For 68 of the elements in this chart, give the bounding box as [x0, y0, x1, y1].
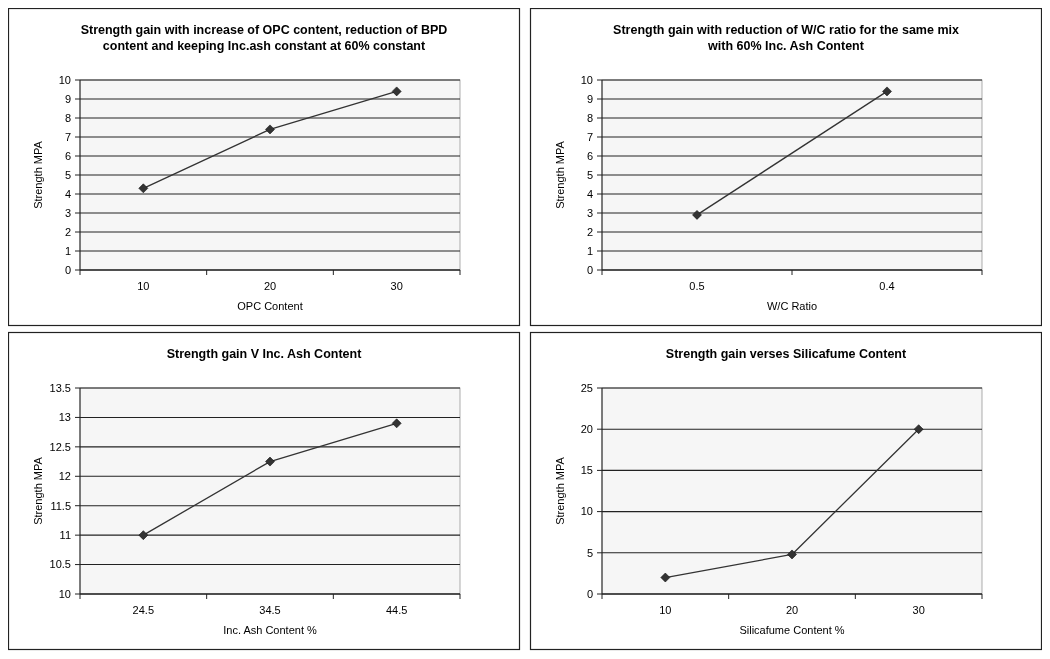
x-axis-title: OPC Content: [237, 300, 303, 312]
x-axis-title: W/C Ratio: [766, 300, 818, 312]
y-tick-label: 5: [586, 168, 593, 181]
y-tick-label: 2: [64, 225, 71, 238]
y-tick-label: 20: [580, 423, 593, 436]
x-tick-label: 10: [659, 604, 672, 616]
point: [913, 424, 924, 434]
x-tick-label: 0.5: [689, 280, 705, 292]
x-tick-label: 30: [912, 604, 925, 616]
y-axis-title: Strength MPA: [554, 140, 566, 209]
y-tick-label: 3: [64, 206, 71, 219]
y-tick-label: 6: [64, 149, 71, 162]
y-tick-label: 9: [586, 92, 593, 105]
x-axis-title: Inc. Ash Content %: [223, 624, 317, 636]
y-tick-label: 5: [586, 546, 593, 559]
y-tick-label: 0: [586, 587, 593, 600]
y-tick-label: 10: [580, 73, 593, 86]
y-tick-label: 5: [64, 168, 71, 181]
y-tick-label: 15: [580, 464, 593, 477]
x-tick-label: 20: [263, 280, 277, 292]
y-axis-title: Strength MPA: [32, 140, 44, 209]
x-tick-label: 30: [390, 280, 403, 292]
y-tick-label: 13.5: [49, 381, 71, 394]
point: [138, 530, 149, 540]
y-tick-label: 3: [586, 206, 593, 219]
point: [265, 124, 275, 135]
point: [138, 183, 149, 194]
y-tick-label: 12: [58, 470, 71, 483]
y-axis-title: Strength MPA: [32, 456, 44, 525]
y-tick-label: 8: [64, 111, 71, 124]
y-tick-label: 6: [586, 149, 593, 162]
x-axis-title: Silicafume Content %: [739, 624, 845, 636]
y-tick-label: 0: [586, 263, 593, 276]
y-tick-label: 9: [64, 92, 71, 105]
y-tick-label: 10: [580, 505, 593, 518]
chart-title: Strength gain with increase of OPC content, reduction of BPD content and keeping Inc.ash constant at 60% constant: [80, 23, 448, 53]
y-tick-label: 10.5: [49, 558, 71, 571]
y-tick-label: 8: [586, 111, 593, 124]
y-axis-title: Strength MPA: [554, 456, 566, 525]
y-tick-label: 7: [586, 130, 593, 143]
y-tick-label: 4: [586, 187, 593, 200]
y-tick-label: 10: [58, 73, 71, 86]
point: [660, 572, 671, 583]
y-tick-label: 0: [64, 263, 71, 276]
x-tick-label: 20: [785, 604, 799, 616]
x-tick-label: 44.5: [385, 604, 408, 616]
y-tick-label: 1: [64, 244, 71, 257]
y-tick-label: 2: [586, 225, 593, 238]
y-tick-label: 4: [64, 187, 71, 200]
x-tick-label: 24.5: [132, 604, 155, 616]
y-tick-label: 7: [64, 130, 71, 143]
x-tick-label: 10: [137, 280, 150, 292]
y-tick-label: 25: [580, 381, 593, 394]
y-tick-label: 11.5: [50, 499, 71, 512]
point: [265, 456, 275, 467]
point: [391, 418, 402, 429]
x-tick-label: 34.5: [259, 604, 281, 616]
chart-title: Strength gain verses Silicafume Content: [665, 347, 907, 361]
y-tick-label: 13: [58, 411, 71, 424]
y-tick-label: 1: [586, 244, 593, 257]
point: [391, 86, 402, 97]
chart-title: Strength gain with reduction of W/C ratio for the same mix with 60% Inc. Ash Content: [613, 23, 959, 53]
point: [787, 549, 797, 560]
chart-title: Strength gain V Inc. Ash Content: [166, 347, 363, 361]
y-tick-label: 12.5: [49, 440, 71, 453]
y-tick-label: 10: [58, 587, 71, 600]
y-tick-label: 11: [59, 528, 71, 541]
x-tick-label: 0.4: [879, 280, 895, 292]
